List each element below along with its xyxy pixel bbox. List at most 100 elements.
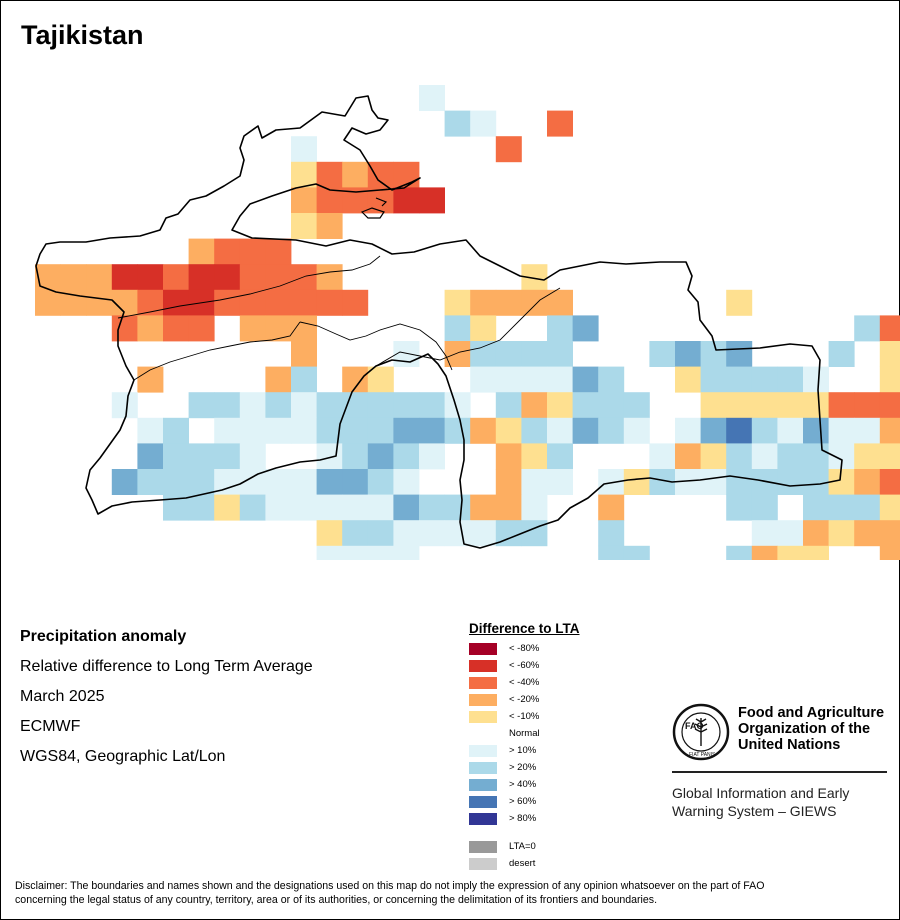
legend-swatch: [469, 761, 497, 774]
anomaly-cell: [111, 469, 138, 495]
anomaly-cell: [291, 366, 317, 393]
anomaly-cell: [470, 366, 497, 393]
map-description: Relative difference to Long Term Average: [20, 658, 313, 675]
anomaly-cell: [291, 136, 317, 163]
legend-label: > 80%: [509, 813, 537, 824]
legend-swatch: [469, 710, 497, 723]
anomaly-cell: [393, 443, 420, 470]
anomaly-cell: [342, 417, 369, 444]
map-variable: Precipitation anomaly: [20, 628, 187, 645]
anomaly-cell: [726, 366, 753, 393]
anomaly-cell: [342, 520, 369, 547]
anomaly-cell: [751, 545, 778, 560]
anomaly-cell: [60, 264, 87, 291]
anomaly-cell: [367, 469, 394, 495]
anomaly-cell: [777, 520, 804, 547]
anomaly-cell: [495, 469, 522, 495]
legend-label: < -60%: [509, 660, 540, 671]
anomaly-cell: [316, 469, 343, 495]
anomaly-cell: [803, 366, 829, 393]
anomaly-cell: [854, 443, 881, 470]
anomaly-cell: [751, 417, 778, 444]
anomaly-cell: [239, 264, 266, 291]
anomaly-cell: [751, 520, 778, 547]
anomaly-cell: [495, 289, 522, 316]
anomaly-cell: [444, 341, 471, 367]
org-name-line3: United Nations: [738, 737, 841, 753]
anomaly-cell: [803, 520, 829, 547]
anomaly-cell: [444, 110, 471, 137]
anomaly-cell: [188, 469, 215, 495]
anomaly-cell: [342, 469, 369, 495]
anomaly-cell: [393, 494, 420, 521]
anomaly-cell: [700, 417, 727, 444]
anomaly-cell: [367, 443, 394, 470]
anomaly-cell: [163, 417, 189, 444]
anomaly-cell: [623, 417, 650, 444]
anomaly-cell: [188, 238, 215, 265]
anomaly-cell: [163, 315, 189, 342]
anomaly-cell: [879, 341, 900, 367]
anomaly-cell: [521, 494, 548, 521]
anomaly-cell: [828, 392, 855, 419]
anomaly-cell: [521, 392, 548, 419]
anomaly-cell: [675, 366, 701, 393]
anomaly-cell: [316, 187, 343, 214]
anomaly-cell: [137, 366, 164, 393]
anomaly-cell: [188, 264, 215, 291]
legend-item: > 10%: [469, 744, 536, 757]
anomaly-cell: [726, 443, 753, 470]
anomaly-cell: [291, 469, 317, 495]
anomaly-cell: [265, 469, 292, 495]
anomaly-cell: [367, 520, 394, 547]
legend-label: > 40%: [509, 779, 537, 790]
anomaly-cell: [35, 289, 61, 316]
org-divider: [672, 771, 887, 773]
system-name: Global Information and Early Warning Sys…: [672, 784, 887, 820]
anomaly-cell: [470, 341, 497, 367]
anomaly-cell: [521, 443, 548, 470]
anomaly-cell: [726, 494, 753, 521]
anomaly-cell: [598, 520, 625, 547]
legend-swatch: [469, 642, 497, 655]
anomaly-cell: [572, 315, 599, 342]
anomaly-cell: [444, 417, 471, 444]
anomaly-cell: [828, 520, 855, 547]
anomaly-cell: [879, 520, 900, 547]
anomaly-cell: [239, 417, 266, 444]
anomaly-cell: [86, 264, 113, 291]
anomaly-cell: [214, 392, 241, 419]
anomaly-cell: [470, 315, 497, 342]
anomaly-cell: [726, 392, 753, 419]
anomaly-cell: [495, 443, 522, 470]
anomaly-cell: [598, 545, 625, 560]
map-projection: WGS84, Geographic Lat/Lon: [20, 748, 226, 765]
anomaly-cell: [879, 315, 900, 342]
anomaly-cell: [393, 187, 420, 214]
anomaly-cell: [879, 469, 900, 495]
anomaly-cell: [803, 392, 829, 419]
anomaly-cell: [547, 443, 573, 470]
anomaly-cell: [854, 392, 881, 419]
anomaly-cell: [521, 341, 548, 367]
anomaly-cell: [265, 238, 292, 265]
legend-title: Difference to LTA: [469, 621, 580, 636]
legend-swatch: [469, 659, 497, 672]
legend-label: < -80%: [509, 643, 540, 654]
anomaly-cell: [239, 443, 266, 470]
legend-label: < -20%: [509, 694, 540, 705]
anomaly-cell: [188, 443, 215, 470]
anomaly-cell: [316, 494, 343, 521]
anomaly-cell: [470, 494, 497, 521]
anomaly-cell: [265, 264, 292, 291]
anomaly-cell: [316, 443, 343, 470]
anomaly-cell: [726, 417, 753, 444]
anomaly-cell: [393, 417, 420, 444]
anomaly-cell: [803, 417, 829, 444]
anomaly-cell: [547, 469, 573, 495]
anomaly-cell: [111, 289, 138, 316]
anomaly-cell: [879, 494, 900, 521]
anomaly-cell: [572, 366, 599, 393]
anomaly-cell: [419, 85, 445, 111]
anomaly-cell: [470, 289, 497, 316]
